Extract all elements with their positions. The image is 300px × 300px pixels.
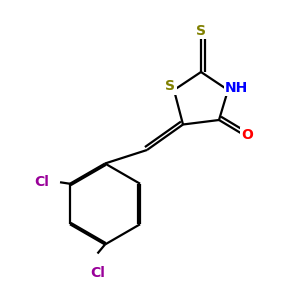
Text: S: S <box>196 24 206 38</box>
Text: NH: NH <box>225 81 248 94</box>
Text: S: S <box>165 80 176 93</box>
Text: Cl: Cl <box>90 266 105 280</box>
Text: Cl: Cl <box>34 175 50 189</box>
Text: O: O <box>242 128 254 142</box>
